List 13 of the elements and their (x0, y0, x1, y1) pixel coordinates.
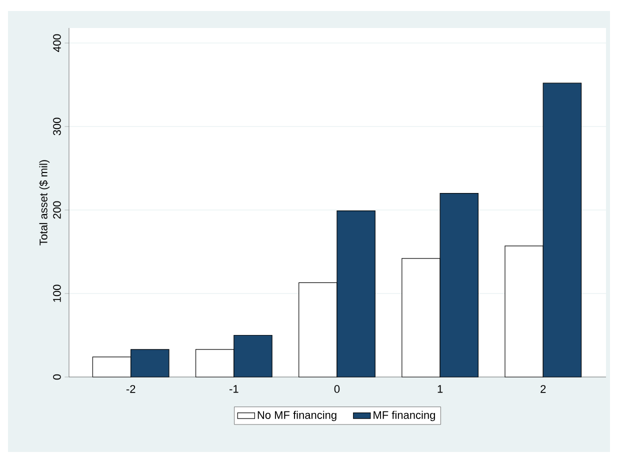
x-tick-label: 2 (540, 385, 546, 393)
y-tick-label: 100 (53, 284, 61, 302)
y-tick-label: 400 (53, 34, 61, 52)
x-tick-label: -2 (126, 385, 136, 393)
y-axis-title: Total asset ($ mil) (39, 160, 50, 246)
legend-label: MF financing (374, 410, 435, 422)
x-tick-label: 1 (438, 385, 443, 393)
legend-label: No MF financing (258, 410, 336, 422)
x-tick-label: 0 (334, 385, 340, 393)
y-tick-label: 300 (53, 118, 61, 136)
y-tick-label: 200 (53, 201, 61, 219)
x-tick-label: -1 (230, 385, 238, 393)
y-tick-label: 0 (53, 374, 61, 380)
